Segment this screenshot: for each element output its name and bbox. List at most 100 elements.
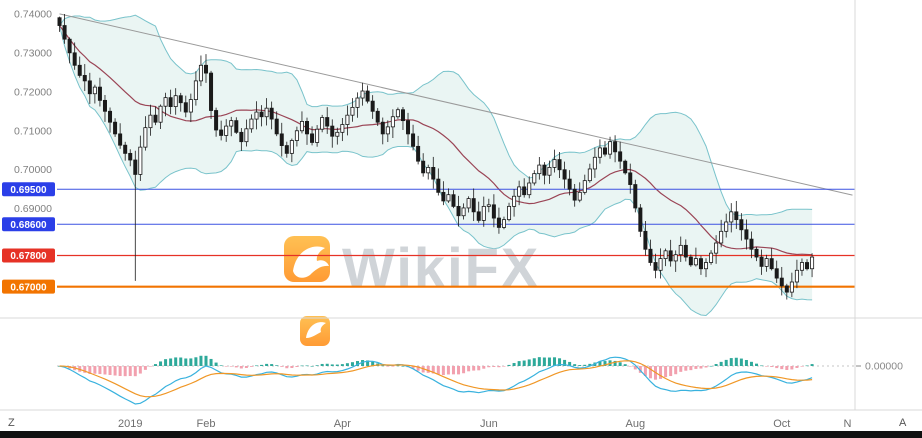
bollinger-fill <box>59 15 813 316</box>
macd-histogram-bar <box>184 358 188 366</box>
y-axis-tick-label: 0.70000 <box>14 164 52 176</box>
candle-body <box>456 205 461 217</box>
candle-body <box>693 258 698 266</box>
macd-histogram-bar <box>588 363 592 366</box>
candle-body <box>512 195 517 207</box>
macd-histogram-bar <box>194 357 198 366</box>
bottom-left-toolbar-letter[interactable]: Z <box>8 417 15 429</box>
price-level-badge <box>2 248 55 263</box>
candle-body <box>340 124 345 133</box>
macd-histogram-bar <box>436 366 440 375</box>
macd-histogram-bar <box>563 359 567 366</box>
candle-body <box>446 194 451 202</box>
candle-body <box>335 131 340 137</box>
candle-body <box>779 277 784 287</box>
candle-body <box>810 256 815 270</box>
macd-histogram-bar <box>699 366 703 369</box>
candle-body <box>138 146 143 175</box>
candle-body <box>567 178 572 190</box>
candles-layer[interactable] <box>57 13 815 300</box>
bottom-right-toolbar-letter[interactable]: A <box>899 417 907 429</box>
macd-histogram-bar <box>371 361 375 366</box>
candle-body <box>87 80 92 95</box>
macd-histogram-bar <box>265 363 269 366</box>
candle-body <box>229 120 234 127</box>
candle-body <box>774 268 779 279</box>
candle-body <box>355 97 360 108</box>
macd-histogram-bar <box>477 366 481 371</box>
macd-histogram-bar <box>628 366 632 367</box>
macd-histogram-bar <box>749 361 753 366</box>
candle-body <box>734 211 739 221</box>
macd-histogram-bar <box>431 366 435 374</box>
y-axis-tick-label: 0.74000 <box>14 8 52 20</box>
candle-body <box>789 281 794 293</box>
macd-histogram-bar <box>350 362 354 366</box>
macd-histogram-bar <box>724 359 728 366</box>
price-levels-layer[interactable]: 0.69500 0.68600 0.67800 0.67000 <box>2 182 855 294</box>
candle-body <box>618 151 623 162</box>
macd-histogram-bar <box>340 364 344 366</box>
macd-histogram-bar <box>280 366 284 367</box>
macd-histogram-bar <box>603 361 607 366</box>
macd-histogram-bar <box>800 366 804 367</box>
candle-body <box>532 173 537 184</box>
candle-body <box>82 75 87 82</box>
macd-histogram-bar <box>542 357 546 366</box>
candle-body <box>305 121 310 135</box>
macd-histogram-bar <box>669 366 673 377</box>
candle-body <box>709 252 714 263</box>
candle-body <box>602 147 607 155</box>
candle-body <box>224 125 229 136</box>
macd-histogram-bar <box>694 366 698 369</box>
descending-trendline[interactable] <box>59 13 853 196</box>
macd-histogram-bar <box>689 366 693 371</box>
candle-body <box>320 117 325 130</box>
candle-body <box>416 145 421 162</box>
macd-histogram-bar <box>704 366 708 368</box>
candle-body <box>491 204 496 219</box>
macd-histogram-bar <box>270 364 274 366</box>
macd-histogram-bar <box>275 365 279 366</box>
candle-body <box>481 205 486 221</box>
macd-histogram-bar <box>386 366 390 367</box>
candle-body <box>633 184 638 209</box>
candle-body <box>557 159 562 171</box>
candle-body <box>784 285 789 293</box>
price-level-badge <box>2 182 55 197</box>
macd-histogram-bar <box>451 366 455 375</box>
price-level-badge-label: 0.67800 <box>10 251 47 262</box>
candle-body <box>234 120 239 133</box>
macd-histogram-bar <box>573 364 577 366</box>
candle-body <box>284 145 289 154</box>
candle-body <box>345 114 350 125</box>
macd-histogram-bar <box>522 360 526 366</box>
macd-histogram-bar <box>93 366 97 374</box>
candle-body <box>77 64 82 76</box>
macd-histogram-bar <box>330 364 334 366</box>
macd-histogram-bar <box>310 365 314 367</box>
candle-body <box>168 97 173 108</box>
candle-body <box>663 250 668 260</box>
macd-histogram-bar <box>770 366 774 367</box>
macd-histogram-bar <box>290 366 294 369</box>
macd-histogram-bar <box>159 361 163 366</box>
macd-histogram-bar <box>734 357 738 366</box>
trendline-layer[interactable] <box>59 13 853 196</box>
macd-histogram-bar <box>320 363 324 366</box>
candle-body <box>562 169 567 180</box>
y-axis-tick-label: 0.73000 <box>14 47 52 59</box>
candle-body <box>441 191 446 202</box>
candle-body <box>769 258 774 270</box>
candle-body <box>451 194 456 207</box>
macd-histogram-bar <box>249 366 253 367</box>
macd-histogram-bar <box>674 366 678 375</box>
macd-histogram-bar <box>714 363 718 366</box>
candle-body <box>123 144 128 154</box>
macd-panel[interactable]: 0.00000 <box>57 355 903 405</box>
bollinger-upper-line <box>59 14 813 217</box>
candle-body <box>714 242 719 254</box>
candle-body <box>613 141 618 153</box>
candle-body <box>163 97 168 107</box>
